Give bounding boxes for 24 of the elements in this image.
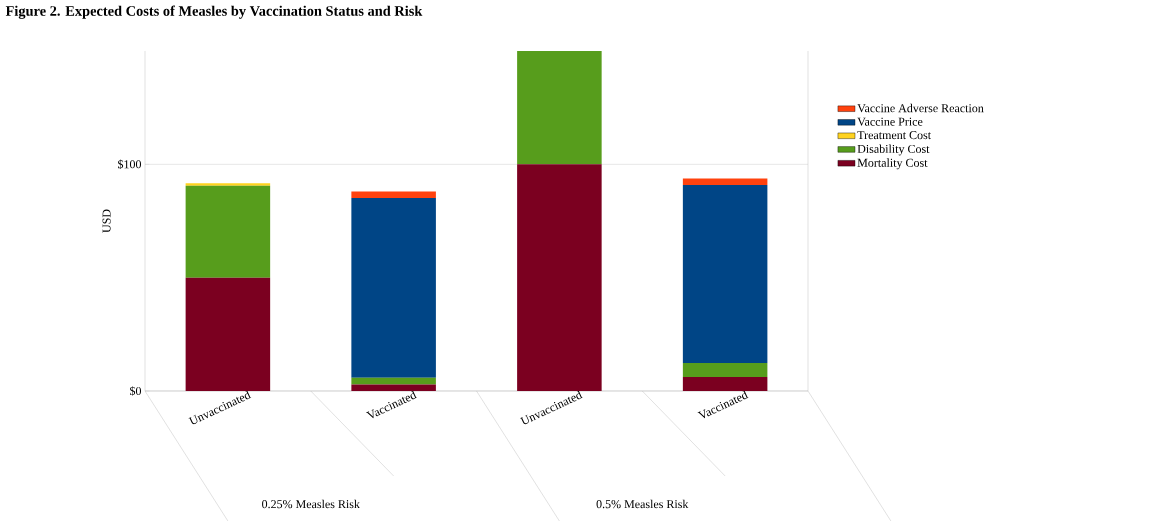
y-tick-label: $0 <box>130 386 142 396</box>
bar <box>682 184 768 363</box>
bar <box>185 277 271 391</box>
bar <box>682 178 768 185</box>
y-axis-title: USD <box>102 209 111 233</box>
bar <box>351 191 436 199</box>
legend-label: Vaccine Adverse Reaction <box>857 103 984 113</box>
bar <box>682 376 768 391</box>
legend-label: Disability Cost <box>857 144 930 156</box>
bar <box>682 362 768 377</box>
bar <box>351 377 436 385</box>
text: 0.5% Measles Risk <box>596 499 689 509</box>
legend-label: Treatment Cost <box>857 131 932 140</box>
bar <box>185 185 271 278</box>
bar <box>517 164 602 391</box>
bar <box>185 183 271 186</box>
bar <box>517 50 602 165</box>
bar <box>351 198 436 378</box>
y-tick-label: $100 <box>118 159 142 170</box>
legend-label: Vaccine Price <box>857 117 923 126</box>
bar <box>351 384 436 391</box>
text: 0.25% Measles Risk <box>262 499 360 509</box>
chart-title: Figure 2. Expected Costs of Measles by Vaccination Status and Risk <box>5 5 423 19</box>
legend-label: Mortality Cost <box>857 158 928 170</box>
